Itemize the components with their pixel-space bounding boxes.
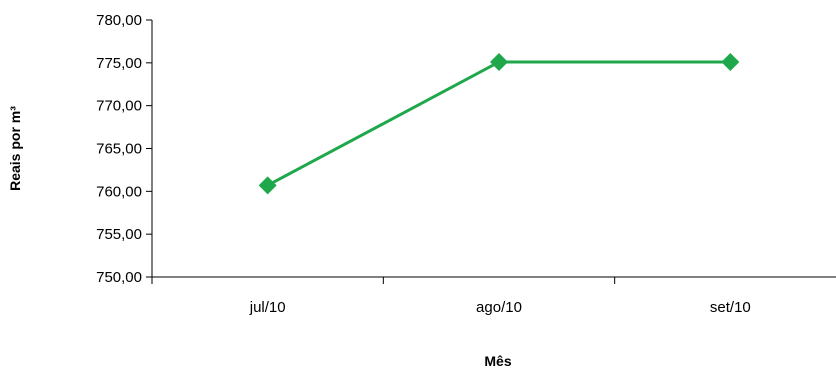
y-tick-label: 765,00 bbox=[96, 141, 142, 158]
data-point-marker bbox=[490, 52, 508, 71]
y-axis-title: Reais por m³ bbox=[7, 106, 23, 191]
x-tick-label: jul/10 bbox=[249, 299, 286, 316]
y-tick-label: 770,00 bbox=[96, 98, 142, 115]
series-line bbox=[266, 60, 731, 187]
y-tick-label: 755,00 bbox=[96, 226, 142, 243]
x-axis: jul/10 ago/10 set/10 bbox=[151, 276, 836, 316]
x-axis-title: Mês bbox=[484, 353, 511, 369]
data-point-marker bbox=[721, 52, 740, 71]
series-layer bbox=[258, 52, 740, 195]
y-tick-label: 760,00 bbox=[96, 183, 142, 200]
data-point-marker bbox=[258, 176, 277, 195]
y-tick-label: 780,00 bbox=[96, 12, 142, 29]
y-tick-label: 750,00 bbox=[96, 269, 142, 286]
x-tick-label: ago/10 bbox=[476, 299, 522, 316]
x-tick-label: set/10 bbox=[710, 299, 751, 316]
y-axis: 750,00 755,00 760,00 765,00 770,00 775,00 780,… bbox=[96, 12, 153, 286]
y-tick-label: 775,00 bbox=[96, 55, 142, 72]
